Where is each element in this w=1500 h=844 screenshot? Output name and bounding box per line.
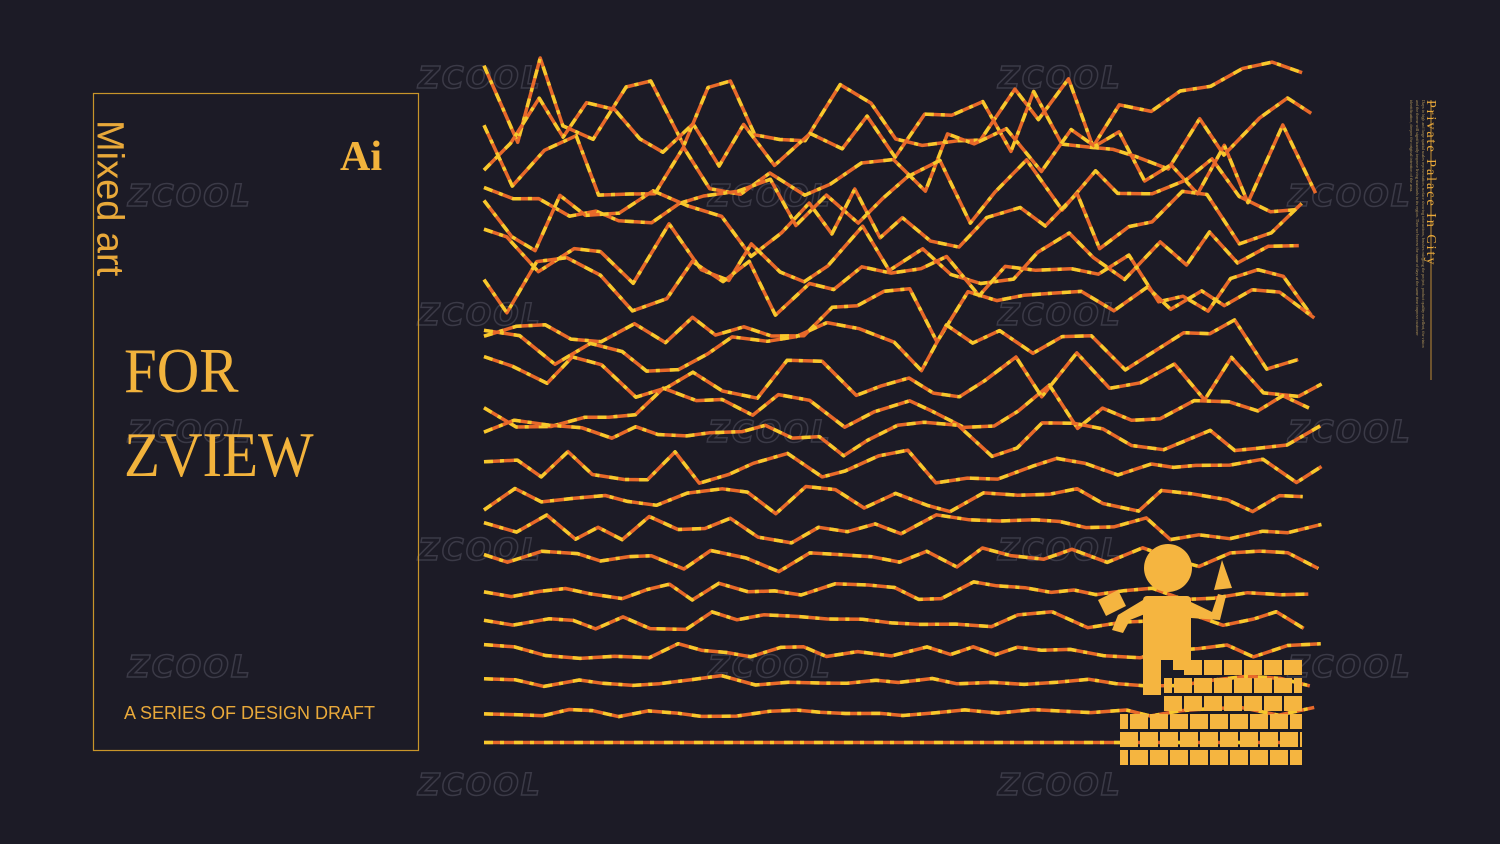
brick	[1150, 714, 1168, 729]
brick	[1274, 678, 1292, 693]
brick	[1260, 732, 1278, 747]
brick	[1184, 696, 1202, 711]
wave-highlight	[482, 187, 1303, 259]
brick	[1270, 714, 1288, 729]
watermark: ZCOOL	[417, 768, 542, 803]
brick	[1254, 678, 1272, 693]
panel-frame	[92, 92, 420, 752]
brick	[1204, 660, 1222, 675]
watermark: ZCOOL	[707, 650, 832, 685]
brick-wall	[1120, 660, 1302, 765]
brick	[1200, 732, 1218, 747]
brick	[1290, 714, 1302, 729]
brick	[1230, 750, 1248, 765]
brick	[1270, 750, 1288, 765]
brick	[1234, 678, 1252, 693]
brick	[1250, 750, 1268, 765]
watermark: ZCOOL	[1287, 179, 1412, 214]
worker-figure	[1098, 544, 1232, 695]
wave-highlight	[483, 580, 1309, 602]
brick	[1290, 750, 1302, 765]
brick	[1164, 678, 1172, 693]
wave-highlight	[483, 285, 1316, 345]
brick	[1294, 678, 1302, 693]
brick	[1240, 732, 1258, 747]
watermark: ZCOOL	[707, 179, 832, 214]
brick	[1190, 714, 1208, 729]
watermark: ZCOOL	[1287, 650, 1412, 685]
brick	[1244, 660, 1262, 675]
brick	[1190, 750, 1208, 765]
brick	[1194, 678, 1212, 693]
brick	[1204, 696, 1222, 711]
brick	[1120, 732, 1138, 747]
brick	[1250, 714, 1268, 729]
wave-highlight	[483, 448, 1323, 485]
brick	[1120, 750, 1128, 765]
title-line: FOR	[124, 336, 239, 407]
watermark: ZCOOL	[127, 179, 252, 214]
wave-highlight	[483, 484, 1303, 516]
watermark: ZCOOL	[997, 533, 1122, 568]
brick	[1210, 714, 1228, 729]
brick	[1284, 660, 1302, 675]
side-body: Days in high and large spatial scales re…	[1409, 100, 1426, 348]
brick	[1170, 714, 1188, 729]
wave-line	[483, 318, 1299, 373]
brick	[1230, 714, 1248, 729]
brick	[1150, 750, 1168, 765]
brick	[1220, 732, 1238, 747]
brick	[1264, 696, 1282, 711]
watermarks: ZCOOL ZCOOL ZCOOL ZCOOL ZCOOL ZCOOL ZCOOL ZCOOL…	[126, 60, 1412, 804]
wave-highlight	[483, 705, 1315, 719]
wave-highlight	[483, 546, 1320, 574]
wave-highlight	[483, 513, 1322, 545]
watermark: ZCOOL	[127, 650, 252, 685]
wave-highlight	[482, 89, 1313, 172]
watermark: ZCOOL	[127, 415, 252, 450]
brick	[1130, 750, 1148, 765]
brick	[1174, 678, 1192, 693]
brick	[1264, 660, 1282, 675]
watermark: ZCOOL	[997, 768, 1122, 803]
brick	[1224, 696, 1242, 711]
brick	[1284, 696, 1302, 711]
brick	[1120, 714, 1128, 729]
wave-highlight	[482, 56, 1303, 149]
caption: A SERIES OF DESIGN DRAFT	[124, 703, 375, 723]
badge: Ai	[340, 134, 382, 180]
brick	[1280, 732, 1298, 747]
brick	[1224, 660, 1242, 675]
brick	[1210, 750, 1228, 765]
brick	[1130, 714, 1148, 729]
title-line: ZVIEW	[124, 420, 314, 491]
wave-highlight	[483, 673, 1311, 689]
watermark: ZCOOL	[417, 298, 542, 333]
brick	[1140, 732, 1158, 747]
brick	[1184, 660, 1202, 675]
wave-highlight	[483, 609, 1305, 632]
brick	[1160, 732, 1178, 747]
watermark: ZCOOL	[417, 61, 542, 96]
wave-highlight	[483, 222, 1299, 286]
subtitle: Mixed art	[89, 120, 131, 277]
watermark: ZCOOL	[417, 533, 542, 568]
brick	[1180, 732, 1198, 747]
brick	[1214, 678, 1232, 693]
wave-highlight	[483, 418, 1322, 459]
wave-line	[483, 157, 1295, 228]
brick	[1300, 732, 1302, 747]
brick	[1244, 696, 1262, 711]
wave-highlight	[483, 351, 1323, 402]
brick	[1164, 696, 1182, 711]
brick	[1170, 750, 1188, 765]
side-body-text: Days in high and large spatial scales re…	[1409, 100, 1426, 348]
wave-highlight	[483, 383, 1310, 431]
